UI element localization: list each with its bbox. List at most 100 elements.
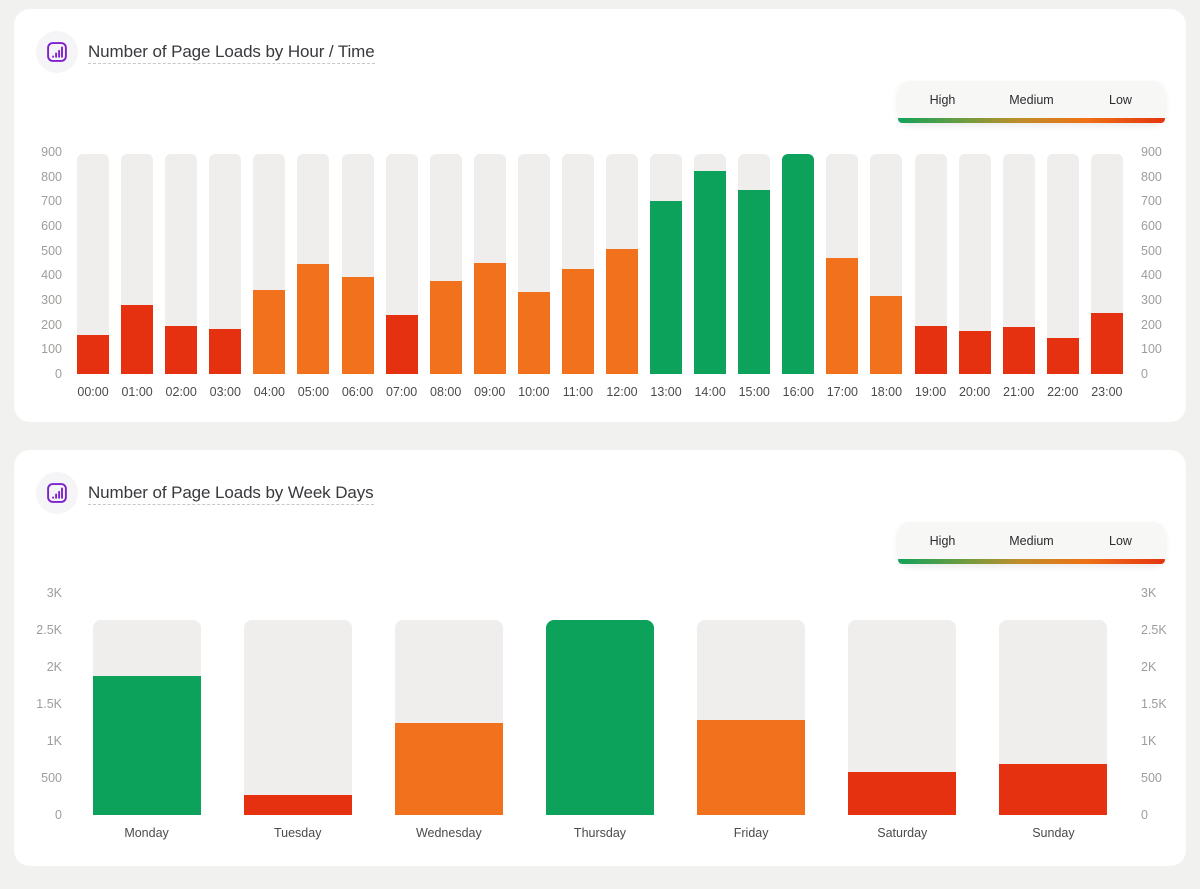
x-axis-tick-label: Monday — [124, 826, 169, 840]
bar-04:00[interactable] — [253, 290, 286, 374]
bar-track — [92, 619, 201, 815]
bar-column: Friday — [676, 593, 827, 840]
bar-track — [429, 154, 462, 374]
bar-column: 05:00 — [291, 152, 335, 399]
bar-Wednesday[interactable] — [394, 722, 503, 815]
x-axis-tick-label: 17:00 — [826, 385, 858, 399]
bar-08:00[interactable] — [429, 280, 462, 374]
bar-track — [999, 619, 1108, 815]
x-axis-tick-label: 09:00 — [474, 385, 506, 399]
chart-title[interactable]: Number of Page Loads by Week Days — [88, 483, 374, 505]
bar-16:00[interactable] — [782, 154, 815, 374]
bar-01:00[interactable] — [121, 304, 154, 374]
bar-Tuesday[interactable] — [243, 795, 352, 815]
y-axis-tick-label: 700 — [41, 194, 62, 209]
bar-track — [738, 154, 771, 374]
bar-track — [561, 154, 594, 374]
bar-21:00[interactable] — [1002, 326, 1035, 374]
bar-track — [209, 154, 242, 374]
bar-track — [1002, 154, 1035, 374]
bar-23:00[interactable] — [1090, 313, 1123, 374]
bar-column: 10:00 — [512, 152, 556, 399]
legend-label-high: High — [929, 93, 956, 107]
bar-02:00[interactable] — [165, 325, 198, 374]
y-axis-tick-label: 200 — [1141, 317, 1162, 332]
bar-20:00[interactable] — [958, 330, 991, 374]
plot-area: 00:00 01:00 02:00 03:00 04:00 05:00 06:00 07:00… — [71, 152, 1129, 399]
hourly-page-loads-card: Number of Page Loads by Hour / Time High… — [14, 9, 1186, 422]
chart-title[interactable]: Number of Page Loads by Hour / Time — [88, 42, 375, 64]
bar-track — [165, 154, 198, 374]
bar-05:00[interactable] — [297, 264, 330, 374]
x-axis-tick-label: 12:00 — [606, 385, 638, 399]
bar-column: 02:00 — [159, 152, 203, 399]
plot-area: Monday Tuesday Wednesday Thursday Friday Satu… — [71, 593, 1129, 840]
y-axis-tick-label: 400 — [1141, 268, 1162, 283]
bar-14:00[interactable] — [694, 171, 727, 374]
bar-10:00[interactable] — [517, 291, 550, 374]
bar-track — [77, 154, 110, 374]
y-axis-tick-label: 2K — [1141, 660, 1157, 674]
bar-track — [694, 154, 727, 374]
x-axis-tick-label: 06:00 — [341, 385, 374, 399]
bar-06:00[interactable] — [341, 277, 374, 374]
x-axis-tick-label: 15:00 — [738, 385, 770, 399]
x-axis-tick-label: 16:00 — [782, 385, 814, 399]
legend-label-medium: Medium — [1009, 93, 1054, 107]
legend-label-medium: Medium — [1009, 534, 1054, 548]
bar-Thursday[interactable] — [545, 619, 654, 815]
bar-column: Thursday — [524, 593, 675, 840]
heat-legend: High Medium Low — [898, 81, 1165, 123]
bar-09:00[interactable] — [473, 263, 506, 374]
legend-label-high: High — [929, 534, 956, 548]
bar-column: 12:00 — [600, 152, 644, 399]
bar-17:00[interactable] — [826, 258, 859, 374]
y-axis-tick-label: 900 — [1141, 145, 1162, 159]
bar-19:00[interactable] — [914, 325, 947, 374]
bar-track — [605, 154, 638, 374]
bar-00:00[interactable] — [77, 334, 110, 374]
bar-track — [394, 619, 503, 815]
bar-track — [1090, 154, 1123, 374]
bar-chart-icon — [45, 481, 69, 505]
bar-column: 16:00 — [776, 152, 820, 399]
bar-Sunday[interactable] — [999, 764, 1108, 815]
x-axis-tick-label: Sunday — [1032, 826, 1075, 840]
bar-column: Saturday — [827, 593, 978, 840]
bar-13:00[interactable] — [650, 201, 683, 374]
y-axis-tick-label: 2K — [46, 660, 62, 674]
bar-11:00[interactable] — [561, 268, 594, 374]
bar-chart-icon — [45, 40, 69, 64]
bar-track — [870, 154, 903, 374]
x-axis-tick-label: 03:00 — [209, 385, 241, 399]
bar-track — [650, 154, 683, 374]
bar-Saturday[interactable] — [848, 772, 957, 815]
bar-Monday[interactable] — [92, 675, 201, 815]
y-axis-tick-label: 500 — [1141, 243, 1162, 258]
x-axis-tick-label: Friday — [733, 826, 769, 840]
bar-22:00[interactable] — [1046, 338, 1079, 374]
bar-18:00[interactable] — [870, 295, 903, 374]
bar-column: 07:00 — [380, 152, 424, 399]
x-axis-tick-label: 20:00 — [958, 385, 991, 399]
bar-track — [958, 154, 991, 374]
bar-15:00[interactable] — [738, 190, 771, 374]
bar-column: 06:00 — [335, 152, 379, 399]
y-axis-tick-label: 600 — [41, 219, 62, 233]
bar-03:00[interactable] — [209, 329, 242, 374]
y-axis-tick-label: 1.5K — [1141, 697, 1167, 711]
x-axis-tick-label: 22:00 — [1047, 385, 1079, 399]
bar-Friday[interactable] — [697, 720, 806, 815]
x-axis-tick-label: 08:00 — [430, 385, 462, 399]
bar-12:00[interactable] — [605, 249, 638, 374]
y-axis-tick-label: 900 — [41, 145, 62, 159]
bar-07:00[interactable] — [385, 314, 418, 374]
y-axis-tick-label: 400 — [41, 268, 62, 283]
y-axis-tick-label: 0 — [55, 367, 62, 381]
bar-track — [826, 154, 859, 374]
y-axis-tick-label: 2.5K — [36, 623, 62, 637]
bar-track — [121, 154, 154, 374]
bar-track — [1046, 154, 1079, 374]
x-axis-tick-label: 21:00 — [1003, 385, 1035, 399]
x-axis-tick-label: 07:00 — [385, 385, 418, 399]
